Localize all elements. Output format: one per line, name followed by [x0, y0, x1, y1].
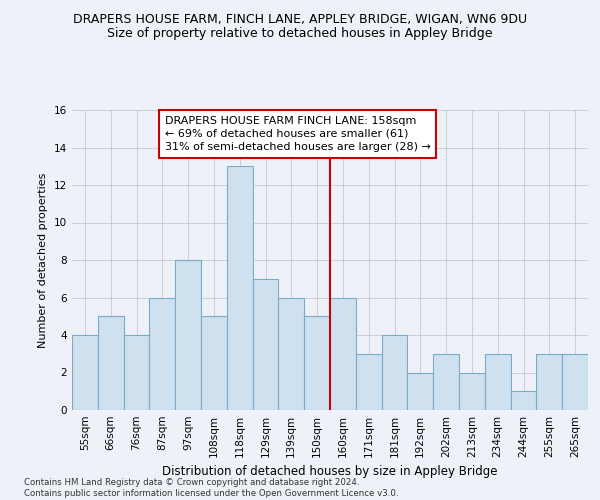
Bar	[253, 279, 278, 410]
Bar	[304, 316, 330, 410]
Bar	[536, 354, 562, 410]
Bar	[562, 354, 588, 410]
Bar	[356, 354, 382, 410]
Text: DRAPERS HOUSE FARM FINCH LANE: 158sqm
← 69% of detached houses are smaller (61)
: DRAPERS HOUSE FARM FINCH LANE: 158sqm ← …	[165, 116, 431, 152]
Bar	[227, 166, 253, 410]
Bar	[175, 260, 201, 410]
Text: Size of property relative to detached houses in Appley Bridge: Size of property relative to detached ho…	[107, 28, 493, 40]
Bar	[459, 372, 485, 410]
Text: DRAPERS HOUSE FARM, FINCH LANE, APPLEY BRIDGE, WIGAN, WN6 9DU: DRAPERS HOUSE FARM, FINCH LANE, APPLEY B…	[73, 12, 527, 26]
Bar	[382, 335, 407, 410]
Bar	[433, 354, 459, 410]
Bar	[485, 354, 511, 410]
X-axis label: Distribution of detached houses by size in Appley Bridge: Distribution of detached houses by size …	[162, 466, 498, 478]
Y-axis label: Number of detached properties: Number of detached properties	[38, 172, 49, 348]
Bar	[124, 335, 149, 410]
Bar	[98, 316, 124, 410]
Bar	[72, 335, 98, 410]
Text: Contains HM Land Registry data © Crown copyright and database right 2024.
Contai: Contains HM Land Registry data © Crown c…	[24, 478, 398, 498]
Bar	[278, 298, 304, 410]
Bar	[201, 316, 227, 410]
Bar	[330, 298, 356, 410]
Bar	[407, 372, 433, 410]
Bar	[511, 391, 536, 410]
Bar	[149, 298, 175, 410]
